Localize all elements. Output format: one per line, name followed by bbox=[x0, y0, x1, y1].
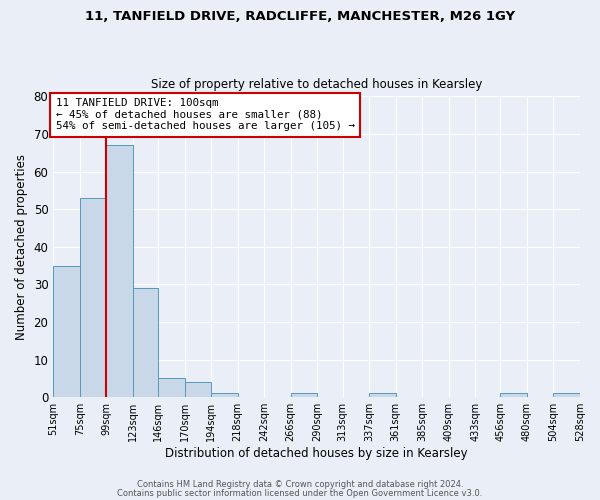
Text: 11 TANFIELD DRIVE: 100sqm
← 45% of detached houses are smaller (88)
54% of semi-: 11 TANFIELD DRIVE: 100sqm ← 45% of detac… bbox=[56, 98, 355, 132]
Bar bbox=[158, 378, 185, 397]
Bar bbox=[500, 394, 527, 397]
Bar bbox=[290, 394, 317, 397]
Text: Contains public sector information licensed under the Open Government Licence v3: Contains public sector information licen… bbox=[118, 488, 482, 498]
Bar bbox=[211, 394, 238, 397]
Bar bbox=[133, 288, 158, 397]
Bar bbox=[80, 198, 106, 397]
Text: 11, TANFIELD DRIVE, RADCLIFFE, MANCHESTER, M26 1GY: 11, TANFIELD DRIVE, RADCLIFFE, MANCHESTE… bbox=[85, 10, 515, 23]
X-axis label: Distribution of detached houses by size in Kearsley: Distribution of detached houses by size … bbox=[166, 447, 468, 460]
Bar bbox=[53, 266, 80, 397]
Bar bbox=[553, 394, 580, 397]
Text: Contains HM Land Registry data © Crown copyright and database right 2024.: Contains HM Land Registry data © Crown c… bbox=[137, 480, 463, 489]
Bar bbox=[369, 394, 395, 397]
Title: Size of property relative to detached houses in Kearsley: Size of property relative to detached ho… bbox=[151, 78, 482, 91]
Y-axis label: Number of detached properties: Number of detached properties bbox=[15, 154, 28, 340]
Bar bbox=[106, 145, 133, 397]
Bar bbox=[185, 382, 211, 397]
